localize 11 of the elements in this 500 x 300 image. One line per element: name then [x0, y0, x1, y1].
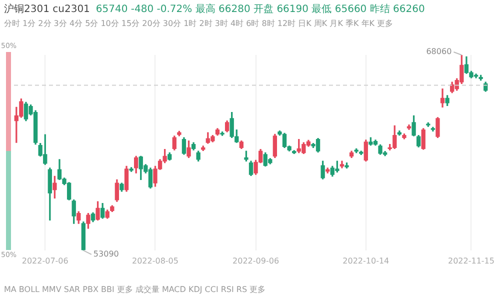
x-tick-label: 2022-09-06 — [232, 256, 280, 266]
x-tick-label: 2022-08-05 — [132, 256, 178, 266]
chart-title: 沪铜2301 cu2301 — [4, 4, 90, 15]
x-tick-label: 2022-07-06 — [22, 256, 68, 266]
text: 分时 1分 2分 3分 4分 5分 10分 15分 20分 30分 1时 2时 3时 4时 6时 8时 12时 日K 周K 月K 季K 年K 更多 — [4, 18, 394, 29]
annotation: 68060 — [426, 47, 452, 56]
chart-subtitle: 65740 -480 -0.72% 最高 66280 开盘 66190 最低 65660 昨结 66260 — [96, 4, 425, 15]
x-tick-label: 2022-11-15 — [448, 256, 494, 266]
x-tick-label: 2022-10-14 — [342, 256, 390, 266]
annotation: 53090 — [93, 249, 119, 258]
text: MA BOLL MMV SAR PBX BBI 更多 成交量 MACD KDJ CCI RSI RS 更多 — [4, 284, 266, 295]
